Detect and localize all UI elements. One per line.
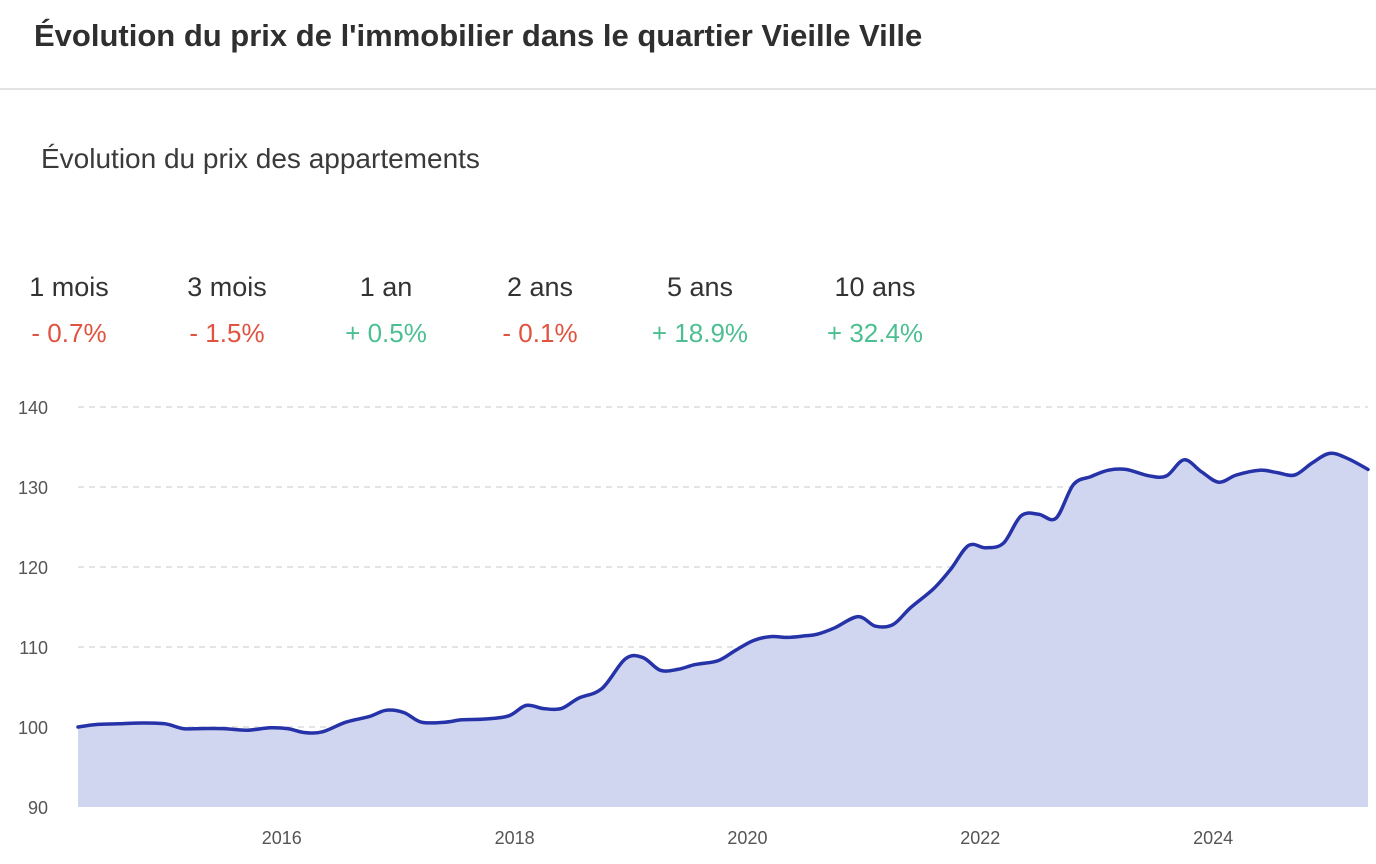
stat-label: 1 an	[359, 272, 413, 302]
stat-3-mois: 3 mois - 1.5%	[142, 268, 312, 360]
y-tick-label-130: 130	[18, 478, 48, 498]
stat-1-an: 1 an + 0.5%	[301, 268, 471, 360]
y-tick-label-100: 100	[18, 718, 48, 738]
stat-label: 2 ans	[506, 272, 574, 302]
grid-layer	[78, 406, 1368, 728]
stat-2-ans: 2 ans - 0.1%	[455, 268, 625, 360]
stat-1-mois: 1 mois - 0.7%	[0, 268, 154, 360]
stat-value: + 0.5%	[345, 318, 427, 348]
stat-value: - 0.1%	[502, 318, 578, 348]
stat-10-ans: 10 ans + 32.4%	[790, 268, 960, 360]
y-axis-ticks: 90 100 110 120 130 140	[18, 398, 48, 818]
header-bar: Évolution du prix de l'immobilier dans l…	[0, 0, 1376, 90]
x-axis-ticks: 2016 2018 2020 2022 2024	[262, 828, 1233, 848]
page-title: Évolution du prix de l'immobilier dans l…	[34, 18, 923, 53]
price-series-line	[76, 451, 1370, 735]
x-tick-label-2022: 2022	[960, 828, 1000, 848]
price-area-chart: 90 100 110 120 130 140 2016 2018 2020 2022 2024	[18, 398, 1370, 848]
stat-value: - 1.5%	[189, 318, 265, 348]
x-tick-label-2024: 2024	[1193, 828, 1233, 848]
y-tick-label-90: 90	[28, 798, 48, 818]
x-tick-label-2016: 2016	[262, 828, 302, 848]
stat-label: 1 mois	[29, 272, 109, 302]
area-layer	[76, 451, 1370, 807]
stat-value: - 0.7%	[31, 318, 107, 348]
section-title: Évolution du prix des appartements	[41, 143, 480, 174]
stat-label: 10 ans	[834, 272, 916, 302]
y-tick-label-140: 140	[18, 398, 48, 418]
x-tick-label-2020: 2020	[727, 828, 767, 848]
y-tick-label-120: 120	[18, 558, 48, 578]
y-tick-label-110: 110	[19, 638, 48, 658]
stat-label: 5 ans	[666, 272, 734, 302]
stat-value: + 18.9%	[651, 318, 749, 348]
stat-value: + 32.4%	[826, 318, 924, 348]
stat-label: 3 mois	[187, 272, 267, 302]
stats-row: 1 mois - 0.7% 3 mois - 1.5% 1 an + 0.5% …	[0, 268, 1000, 358]
price-area-fill	[78, 453, 1368, 807]
x-tick-label-2018: 2018	[495, 828, 535, 848]
stat-5-ans: 5 ans + 18.9%	[615, 268, 785, 360]
